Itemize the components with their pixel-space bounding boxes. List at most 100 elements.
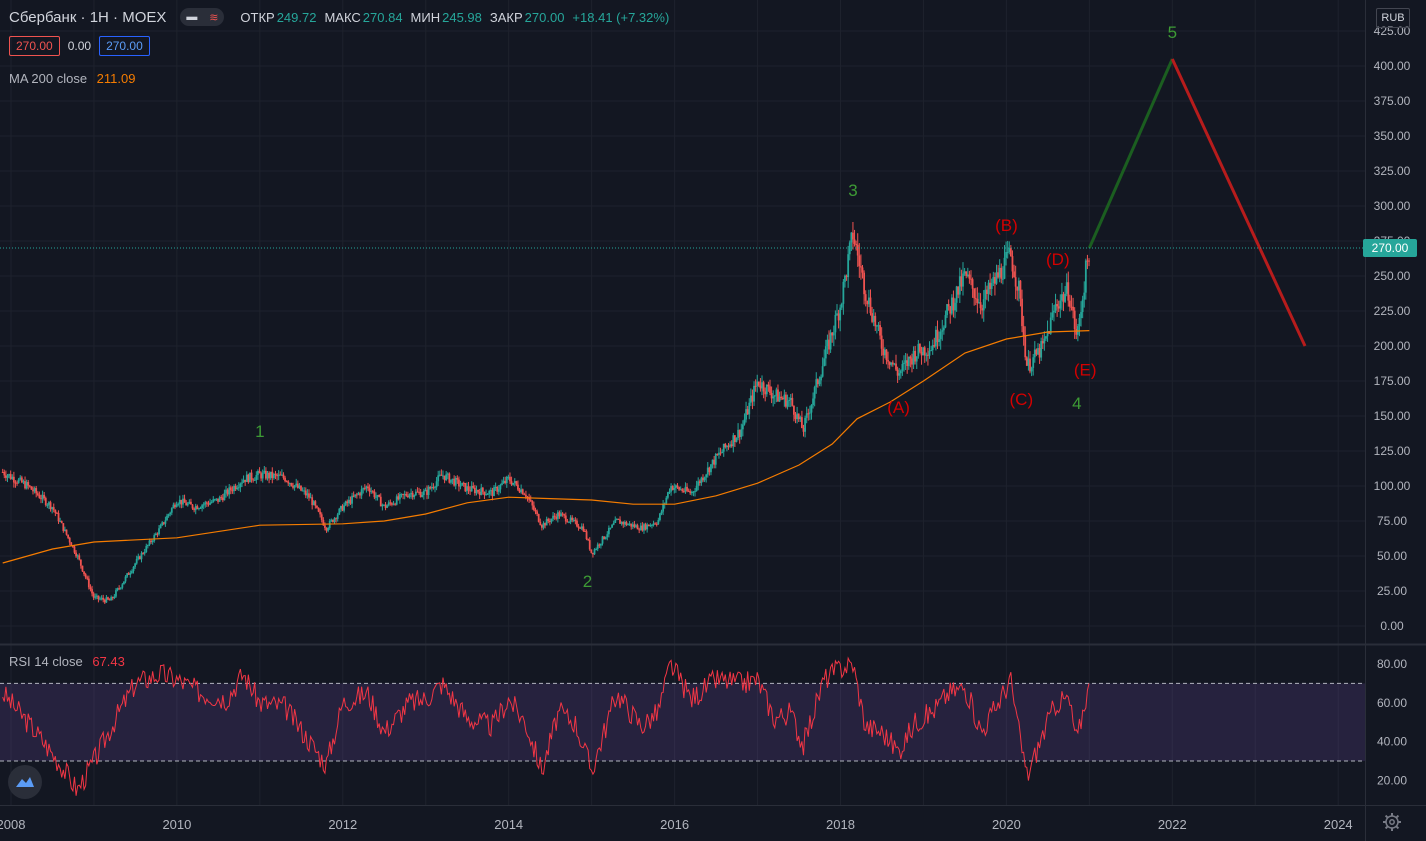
candle-body (424, 489, 427, 492)
candle-body (249, 472, 251, 483)
candle-body (877, 325, 880, 327)
candle-body (560, 513, 562, 517)
candle-body (339, 505, 342, 509)
symbol-title[interactable]: Сбербанк · 1Н · MOEX (9, 8, 167, 26)
candle-body (458, 479, 460, 487)
candle-body (430, 487, 433, 489)
candle-body (57, 513, 60, 522)
currency-button[interactable]: RUB (1376, 8, 1410, 28)
candle-body (132, 566, 135, 572)
candle-body (561, 513, 564, 515)
candle-body (410, 492, 412, 495)
bars-icon[interactable]: ▬ (186, 11, 198, 23)
price-axis-label: 375.00 (1374, 94, 1411, 108)
wave-label: 2 (583, 572, 592, 591)
ma-legend-value: 211.09 (96, 71, 136, 86)
candle-body (151, 540, 154, 542)
candle-body (161, 522, 164, 526)
candle-body (604, 537, 607, 539)
open-value: 249.72 (276, 9, 317, 25)
candle-body (743, 419, 746, 425)
time-axis-label: 2012 (328, 817, 357, 832)
candle-body (427, 487, 430, 495)
candle-body (162, 522, 165, 524)
wave-label: (B) (995, 216, 1018, 235)
candle-body (978, 302, 980, 304)
candle-body (346, 501, 349, 504)
candle-body (363, 488, 366, 490)
candle-body (651, 525, 653, 527)
candle-body (718, 452, 720, 456)
candle-body (146, 544, 149, 547)
candle-body (711, 459, 714, 465)
candle-body (783, 394, 786, 400)
wave-label: 5 (1168, 23, 1177, 42)
candle-body (601, 536, 604, 544)
candle-body (544, 523, 546, 526)
chart-style-toggle[interactable]: ▬ ≋ (180, 8, 225, 26)
candle-body (840, 303, 843, 308)
candle-body (556, 512, 559, 519)
candle-body (20, 477, 23, 483)
candle-body (234, 486, 237, 490)
candle-body (1000, 267, 1003, 279)
candle-body (942, 327, 945, 331)
candle-body (919, 343, 921, 352)
candle-body (596, 544, 599, 549)
candle-body (1075, 329, 1078, 335)
candle-body (119, 587, 122, 589)
candle-body (534, 509, 537, 512)
candle-body (9, 474, 12, 479)
candle-body (702, 477, 704, 481)
candle-body (936, 329, 939, 343)
candle-body (116, 588, 119, 591)
candle-body (314, 501, 317, 506)
candle-body (627, 524, 629, 526)
tradingview-logo-icon[interactable] (8, 765, 42, 799)
candle-body (875, 325, 878, 327)
ma-legend[interactable]: MA 200 close 211.09 (9, 71, 135, 86)
candle-body (138, 556, 141, 560)
candle-body (730, 444, 733, 447)
candle-body (183, 498, 186, 503)
candle-body (946, 304, 948, 316)
candle-body (228, 487, 231, 495)
candle-body (164, 520, 167, 524)
candle-body (773, 395, 776, 397)
wave-icon[interactable]: ≋ (209, 11, 219, 24)
candle-body (432, 487, 435, 489)
candle-body (1084, 260, 1087, 293)
candle-body (258, 471, 261, 474)
candle-body (389, 502, 392, 504)
candle-body (674, 485, 677, 488)
candle-body (893, 363, 896, 365)
candle-body (311, 497, 314, 506)
candle-body (899, 370, 902, 374)
candle-body (861, 267, 864, 273)
candle-body (649, 525, 652, 527)
candle-body (416, 491, 419, 493)
candle-body (1081, 299, 1084, 313)
sell-price-button[interactable]: 270.00 (9, 36, 60, 56)
candle-body (250, 472, 253, 480)
candle-body (563, 514, 566, 516)
high-value: 270.84 (362, 9, 403, 25)
candle-body (52, 507, 55, 510)
candle-body (87, 578, 90, 588)
candle-body (395, 496, 398, 505)
candle-body (858, 255, 861, 267)
candle-body (429, 487, 432, 489)
candle-body (253, 479, 256, 481)
candle-body (344, 501, 347, 506)
candle-body (638, 529, 641, 531)
candle-body (8, 474, 10, 476)
candle-body (1057, 306, 1060, 309)
buy-price-button[interactable]: 270.00 (99, 36, 150, 56)
rsi-legend[interactable]: RSI 14 close 67.43 (9, 654, 125, 669)
candle-body (131, 571, 133, 573)
candle-body (499, 484, 502, 490)
settings-gear-icon[interactable] (1382, 812, 1402, 832)
candle-body (832, 332, 835, 336)
candle-body (572, 519, 575, 521)
